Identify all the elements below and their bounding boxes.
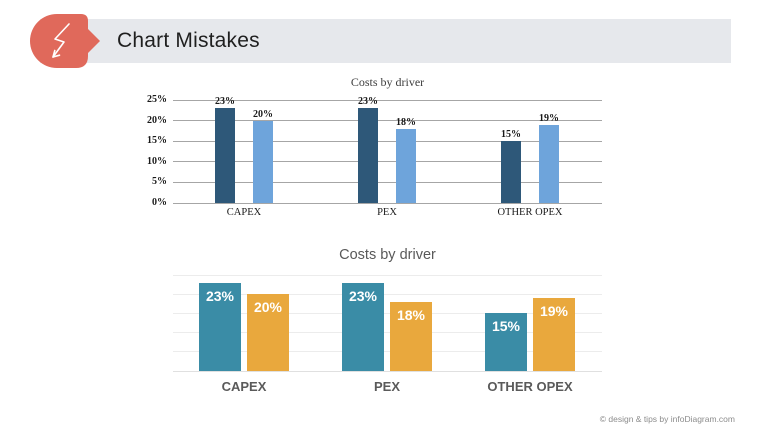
category-label: OTHER OPEX (487, 379, 573, 394)
bar-value-label: 18% (396, 306, 426, 323)
bar (501, 141, 521, 203)
gridline (173, 181, 602, 183)
bar (390, 301, 432, 371)
y-tick-label: 25% (147, 94, 167, 105)
bar (247, 294, 289, 371)
gridline (173, 99, 602, 101)
y-tick-label: 10% (147, 155, 167, 167)
bar-value-label: 19% (539, 112, 559, 124)
gridline (173, 312, 602, 314)
gridline (173, 120, 602, 122)
y-tick-label: 5% (152, 176, 167, 188)
clean-chart-title: Costs by driver (339, 247, 436, 263)
bar (342, 282, 384, 371)
bar (253, 120, 273, 203)
footer-credit: © design & tips by infoDiagram.com (599, 414, 735, 424)
bar (199, 282, 241, 371)
bar-value-label: 20% (253, 299, 283, 316)
bar-value-label: 23% (215, 96, 235, 108)
gridline (173, 293, 602, 295)
gridline (173, 161, 602, 163)
category-label: PEX (373, 379, 400, 394)
clean-chart-plot: 23% 20% CAPEX 23% 18% PEX 15% 19% OTHER OPEX (173, 274, 602, 394)
bar (533, 298, 575, 371)
badge-shape (30, 14, 100, 68)
page-title: Chart Mistakes (117, 29, 260, 52)
cluttered-chart-plot: 25% 20% 15% 10% 5% 0% 23% 20% CAPEX 23% 18% PEX 15% 1… (147, 94, 602, 218)
gridline (173, 140, 602, 142)
y-tick-label: 0% (152, 197, 167, 208)
bar (358, 108, 378, 203)
category-label: CAPEX (221, 379, 267, 394)
gridline (173, 202, 602, 204)
header-badge (30, 14, 100, 68)
category-label: PEX (377, 207, 397, 218)
gridline (173, 370, 602, 372)
category-label: OTHER OPEX (497, 207, 563, 218)
cluttered-chart-title: Costs by driver (350, 75, 425, 89)
gridline (173, 351, 602, 353)
bar (485, 313, 527, 371)
bar-value-label: 18% (396, 116, 416, 128)
y-tick-label: 20% (147, 114, 167, 126)
y-tick-label: 15% (147, 135, 167, 147)
bar-value-label: 23% (348, 287, 378, 304)
bar (396, 128, 416, 203)
bar-value-label: 15% (501, 129, 521, 141)
bar-value-label: 15% (491, 318, 521, 335)
category-label: CAPEX (226, 207, 262, 218)
bar (215, 108, 235, 203)
bar (539, 124, 559, 203)
bar-value-label: 23% (205, 287, 235, 304)
gridline (173, 274, 602, 276)
title-bar (40, 19, 731, 63)
bar-value-label: 23% (358, 96, 378, 108)
bar-value-label: 19% (539, 303, 569, 320)
gridline (173, 332, 602, 334)
lightning-arrow-icon (52, 23, 70, 58)
bar-value-label: 20% (253, 108, 273, 120)
